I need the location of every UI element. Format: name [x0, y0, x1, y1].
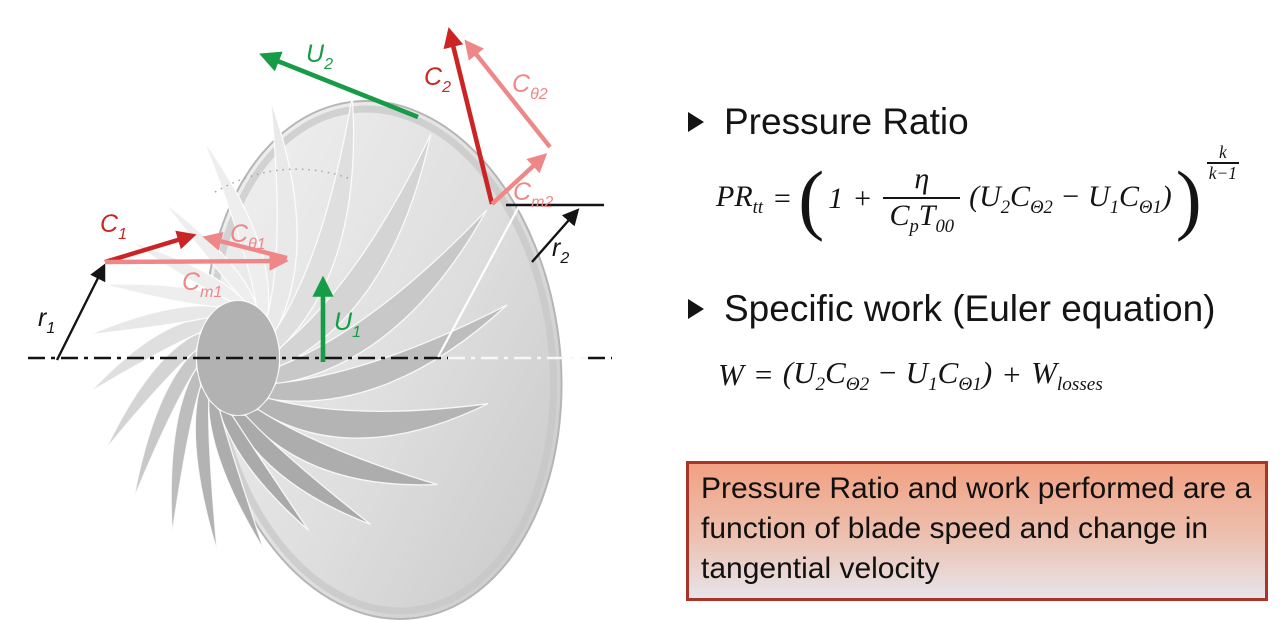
- r2-label: r2: [552, 234, 569, 267]
- pressure-ratio-heading: Pressure Ratio: [688, 101, 969, 143]
- heading-label: Pressure Ratio: [724, 101, 969, 142]
- u1-label: U1: [334, 308, 361, 341]
- cm2-label: Cm2: [513, 178, 553, 211]
- impeller-blade: [256, 397, 489, 439]
- c1-arrow: [104, 230, 197, 265]
- impeller-blade: [133, 347, 198, 499]
- ctheta2-label: Cθ2: [512, 70, 548, 103]
- r1-label: r1: [38, 304, 55, 337]
- r1-arrow: [55, 263, 106, 361]
- formula-lhs: PRtt: [716, 180, 763, 219]
- work-symbol: W: [718, 356, 744, 392]
- c1-label: C1: [100, 210, 127, 243]
- r2-arrow: [531, 208, 580, 263]
- pressure-ratio-formula: PRtt = ( 1 + η CpT00 (U2CΘ2 − U1CΘ1) ) k…: [716, 142, 1239, 242]
- impeller-blade: [207, 397, 265, 551]
- ctheta1-label: Cθ1: [230, 220, 266, 253]
- u2-arrow: [259, 51, 419, 120]
- u2-label: U2: [306, 40, 333, 73]
- note-box: Pressure Ratio and work performed are a …: [686, 461, 1268, 601]
- euler-work-group: (U2CΘ2 − U1CΘ1): [969, 180, 1172, 219]
- heading-label: Specific work (Euler equation): [724, 288, 1216, 329]
- impeller-blade: [194, 382, 218, 552]
- ctheta2-arrow: [464, 39, 552, 149]
- ctheta1-arrow: [202, 231, 288, 261]
- cp-t00-denominator: CpT00: [883, 196, 961, 237]
- impeller-blade: [230, 414, 371, 525]
- impeller-blades: [89, 95, 508, 552]
- impeller-blade: [105, 330, 202, 450]
- impeller-blade: [103, 283, 233, 308]
- euler-work-group: (U2CΘ2 − U1CΘ1): [782, 355, 993, 396]
- bullet-triangle-icon: [688, 299, 704, 319]
- big-open-paren: (: [798, 154, 825, 242]
- bullet-triangle-icon: [688, 112, 704, 132]
- equals-sign: =: [752, 356, 774, 392]
- impeller-diagram: U2 C2 Cθ2 Cm2 C1 Cθ1 Cm1 U1 r1 r2: [28, 27, 612, 620]
- impeller-blade: [129, 240, 247, 302]
- c2-arrow: [443, 27, 495, 205]
- plus-sign: +: [852, 182, 873, 216]
- impeller-blade: [217, 408, 309, 531]
- cm1-label: Cm1: [182, 268, 222, 301]
- specific-work-heading: Specific work (Euler equation): [688, 288, 1216, 330]
- euler-equation: W = (U2CΘ2 − U1CΘ1) + Wlosses: [718, 355, 1103, 394]
- c2-label: C2: [424, 63, 451, 96]
- plus-sign: +: [1001, 356, 1023, 392]
- impeller-blade: [266, 99, 298, 334]
- efficiency-fraction: η CpT00: [883, 162, 961, 237]
- impeller-blade: [170, 365, 202, 534]
- impeller-blade: [203, 140, 270, 319]
- impeller-blade: [163, 202, 259, 308]
- equals-sign: =: [772, 182, 793, 216]
- isentropic-exponent: k k−1: [1206, 141, 1239, 184]
- impeller-blade: [89, 316, 210, 393]
- impeller-blade: [266, 304, 508, 402]
- eta-symbol: η: [914, 162, 930, 195]
- impeller-blade: [243, 408, 438, 486]
- cm2-arrow: [490, 153, 548, 206]
- term-one: 1: [828, 182, 844, 216]
- cm1-arrow: [104, 251, 289, 271]
- exducer-radius-line: [437, 155, 547, 358]
- big-close-paren: ): [1175, 154, 1202, 242]
- note-box-text: Pressure Ratio and work performed are a …: [701, 472, 1252, 585]
- losses-term: Wlosses: [1031, 355, 1103, 396]
- impeller-blade: [89, 304, 221, 336]
